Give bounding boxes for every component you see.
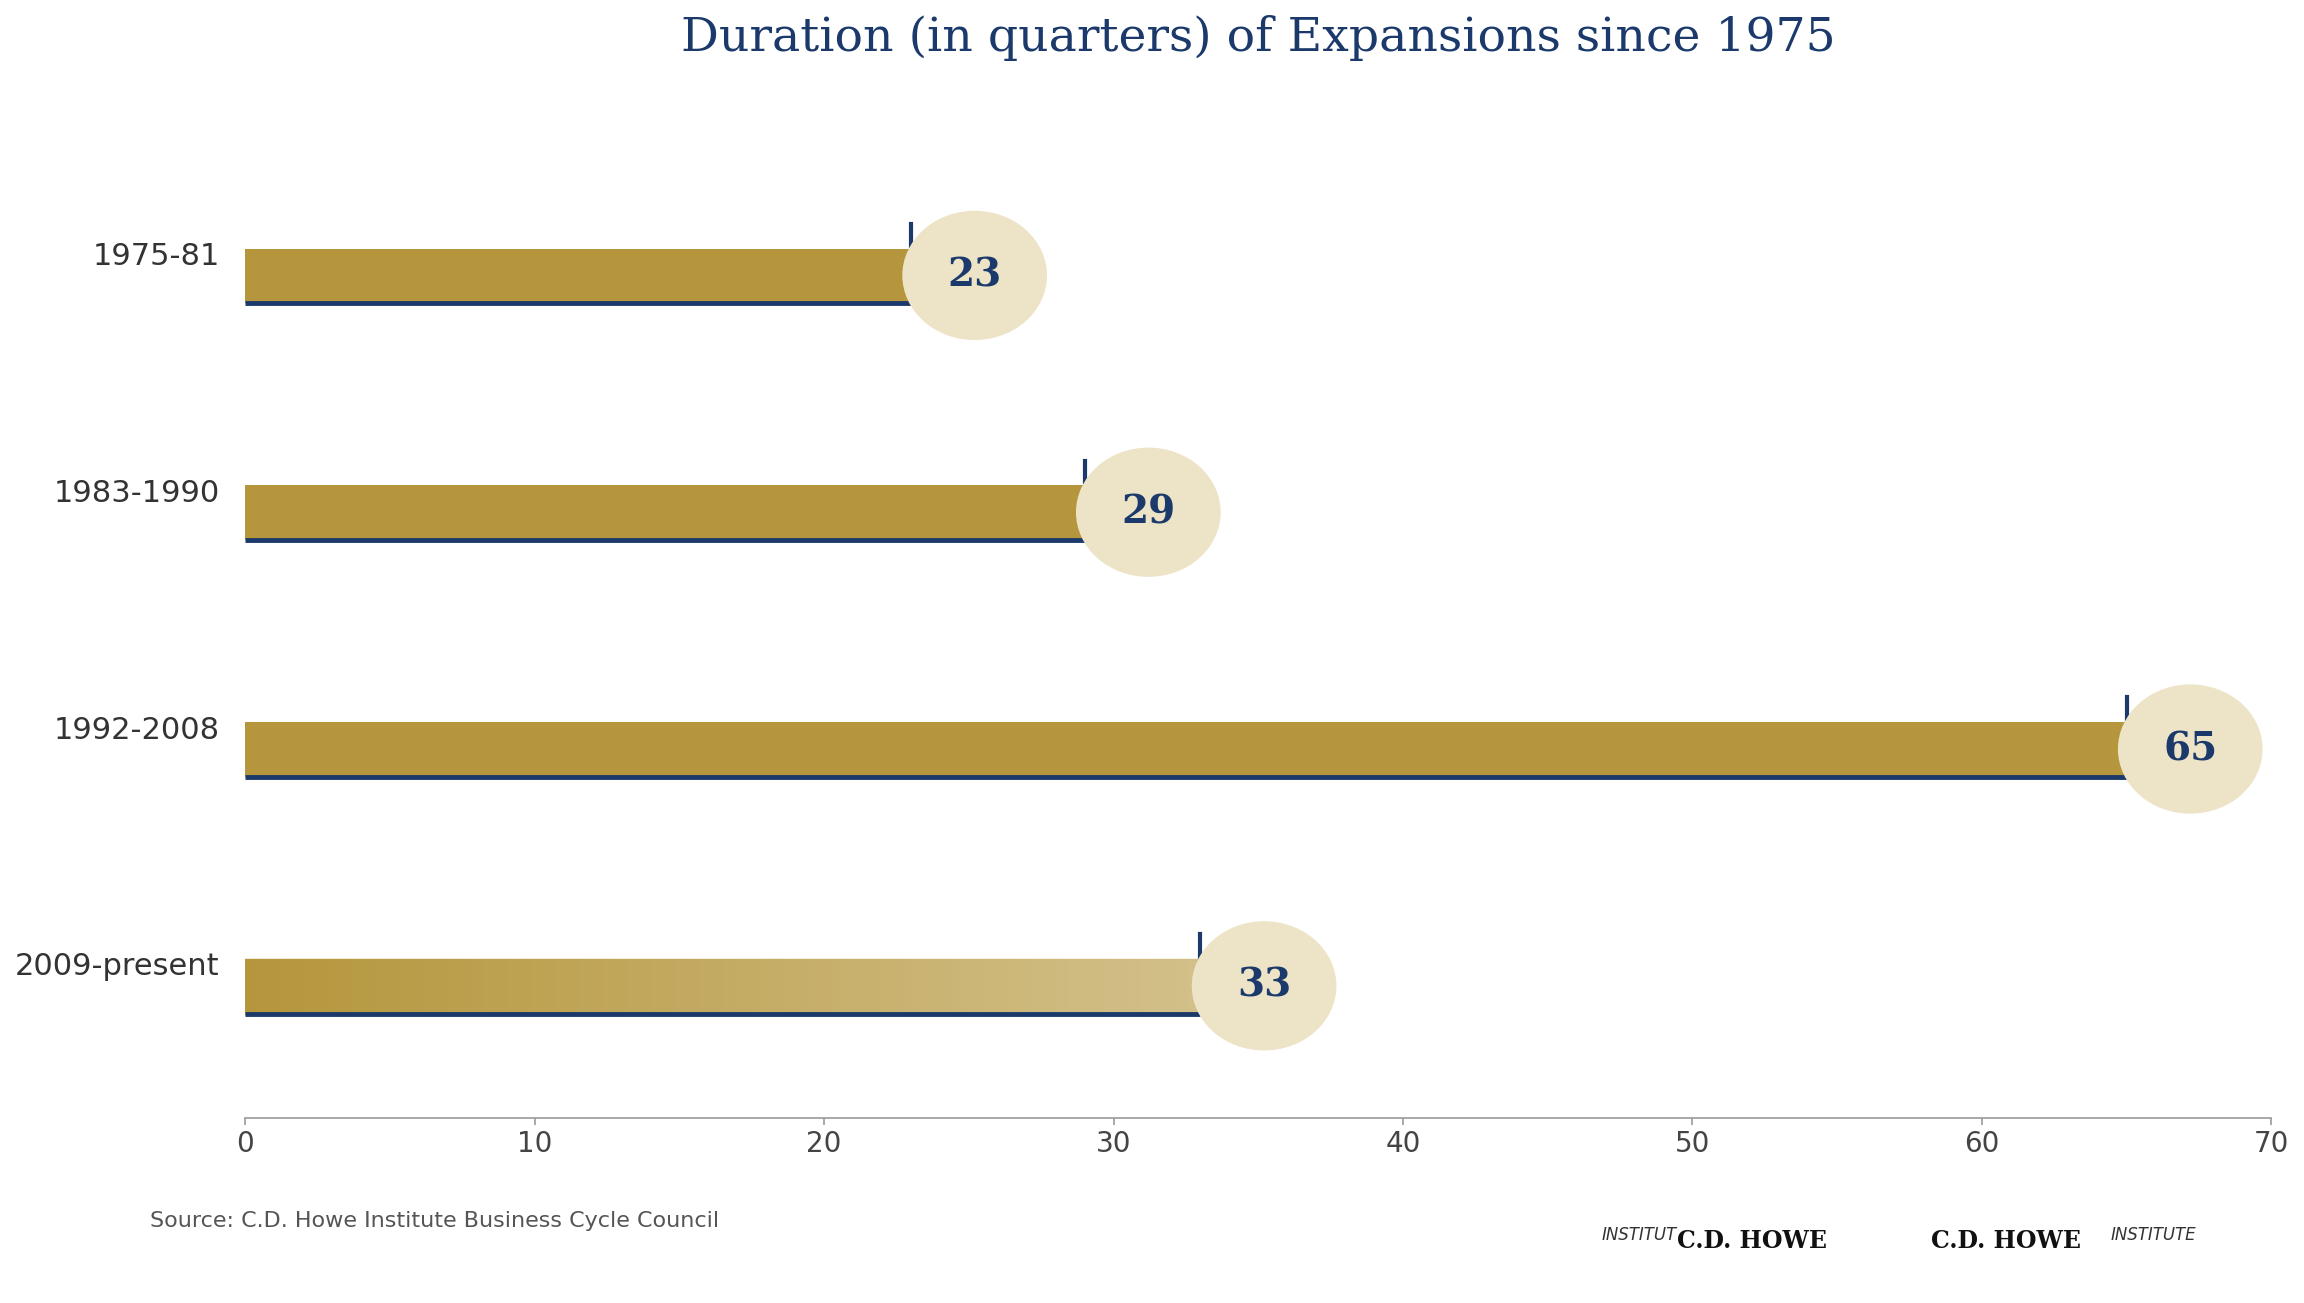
Bar bbox=[389, 959, 401, 1014]
Bar bbox=[1152, 959, 1164, 1014]
Bar bbox=[806, 959, 818, 1014]
Bar bbox=[1032, 959, 1046, 1014]
Bar bbox=[687, 959, 698, 1014]
Bar bbox=[1058, 959, 1069, 1014]
Bar bbox=[401, 959, 412, 1014]
Ellipse shape bbox=[2117, 684, 2263, 813]
Bar bbox=[244, 722, 2127, 777]
Bar bbox=[341, 959, 353, 1014]
Bar bbox=[829, 959, 843, 1014]
Text: 29: 29 bbox=[1122, 494, 1175, 532]
Bar bbox=[1081, 959, 1092, 1014]
Bar bbox=[652, 959, 664, 1014]
Bar bbox=[975, 959, 986, 1014]
Bar bbox=[495, 959, 507, 1014]
Bar bbox=[675, 959, 687, 1014]
Ellipse shape bbox=[1191, 921, 1336, 1050]
Bar bbox=[998, 959, 1009, 1014]
Bar bbox=[1164, 959, 1177, 1014]
Bar bbox=[244, 959, 258, 1014]
Bar bbox=[592, 959, 604, 1014]
Text: C.D. HOWE: C.D. HOWE bbox=[1677, 1230, 1827, 1253]
Bar bbox=[1092, 959, 1106, 1014]
Bar bbox=[615, 959, 627, 1014]
Bar bbox=[304, 959, 318, 1014]
Bar bbox=[926, 959, 938, 1014]
Bar bbox=[449, 959, 461, 1014]
Bar bbox=[1177, 959, 1189, 1014]
Bar bbox=[507, 959, 521, 1014]
Bar bbox=[735, 959, 746, 1014]
Bar bbox=[281, 959, 293, 1014]
Text: 65: 65 bbox=[2163, 730, 2216, 767]
Text: C.D. HOWE: C.D. HOWE bbox=[1931, 1230, 2081, 1253]
Bar bbox=[1189, 959, 1200, 1014]
Bar bbox=[949, 959, 961, 1014]
Bar bbox=[364, 959, 376, 1014]
Bar bbox=[723, 959, 735, 1014]
Bar bbox=[843, 959, 855, 1014]
Bar bbox=[1106, 959, 1117, 1014]
Text: INSTITUT: INSTITUT bbox=[1601, 1226, 1677, 1244]
Bar bbox=[461, 959, 472, 1014]
Text: INSTITUTE: INSTITUTE bbox=[2110, 1226, 2196, 1244]
Bar bbox=[329, 959, 341, 1014]
Bar bbox=[866, 959, 878, 1014]
Bar bbox=[244, 486, 1085, 539]
Bar bbox=[544, 959, 555, 1014]
Bar bbox=[915, 959, 926, 1014]
Bar bbox=[938, 959, 949, 1014]
Bar bbox=[521, 959, 532, 1014]
Bar bbox=[818, 959, 829, 1014]
Bar bbox=[1117, 959, 1129, 1014]
Bar bbox=[783, 959, 795, 1014]
Bar bbox=[244, 959, 1200, 1014]
Bar bbox=[258, 959, 270, 1014]
Bar bbox=[472, 959, 484, 1014]
Bar bbox=[878, 959, 889, 1014]
Ellipse shape bbox=[1076, 447, 1221, 577]
Bar bbox=[1046, 959, 1058, 1014]
Text: Source: C.D. Howe Institute Business Cycle Council: Source: C.D. Howe Institute Business Cyc… bbox=[150, 1212, 719, 1231]
Bar bbox=[627, 959, 638, 1014]
Bar bbox=[567, 959, 581, 1014]
Bar bbox=[638, 959, 652, 1014]
Bar bbox=[532, 959, 544, 1014]
Bar bbox=[961, 959, 975, 1014]
Bar bbox=[293, 959, 304, 1014]
Bar bbox=[758, 959, 770, 1014]
Title: Duration (in quarters) of Expansions since 1975: Duration (in quarters) of Expansions sin… bbox=[682, 16, 1836, 61]
Bar bbox=[376, 959, 389, 1014]
Bar bbox=[986, 959, 998, 1014]
Bar bbox=[318, 959, 329, 1014]
Bar bbox=[1140, 959, 1152, 1014]
Bar bbox=[1069, 959, 1081, 1014]
Text: 33: 33 bbox=[1237, 967, 1290, 1005]
Bar bbox=[1021, 959, 1032, 1014]
Bar bbox=[270, 959, 281, 1014]
Bar bbox=[555, 959, 567, 1014]
Text: 23: 23 bbox=[947, 257, 1002, 294]
Ellipse shape bbox=[903, 211, 1046, 340]
Bar bbox=[435, 959, 449, 1014]
Bar bbox=[1009, 959, 1021, 1014]
Bar bbox=[484, 959, 495, 1014]
Bar bbox=[244, 249, 910, 304]
Bar bbox=[581, 959, 592, 1014]
Bar bbox=[604, 959, 615, 1014]
Bar bbox=[698, 959, 712, 1014]
Bar bbox=[664, 959, 675, 1014]
Bar bbox=[795, 959, 806, 1014]
Bar bbox=[353, 959, 364, 1014]
Bar bbox=[901, 959, 915, 1014]
Bar bbox=[855, 959, 866, 1014]
Bar bbox=[746, 959, 758, 1014]
Bar bbox=[424, 959, 435, 1014]
Bar bbox=[889, 959, 901, 1014]
Bar bbox=[1129, 959, 1140, 1014]
Bar bbox=[712, 959, 723, 1014]
Bar bbox=[412, 959, 424, 1014]
Bar bbox=[770, 959, 783, 1014]
